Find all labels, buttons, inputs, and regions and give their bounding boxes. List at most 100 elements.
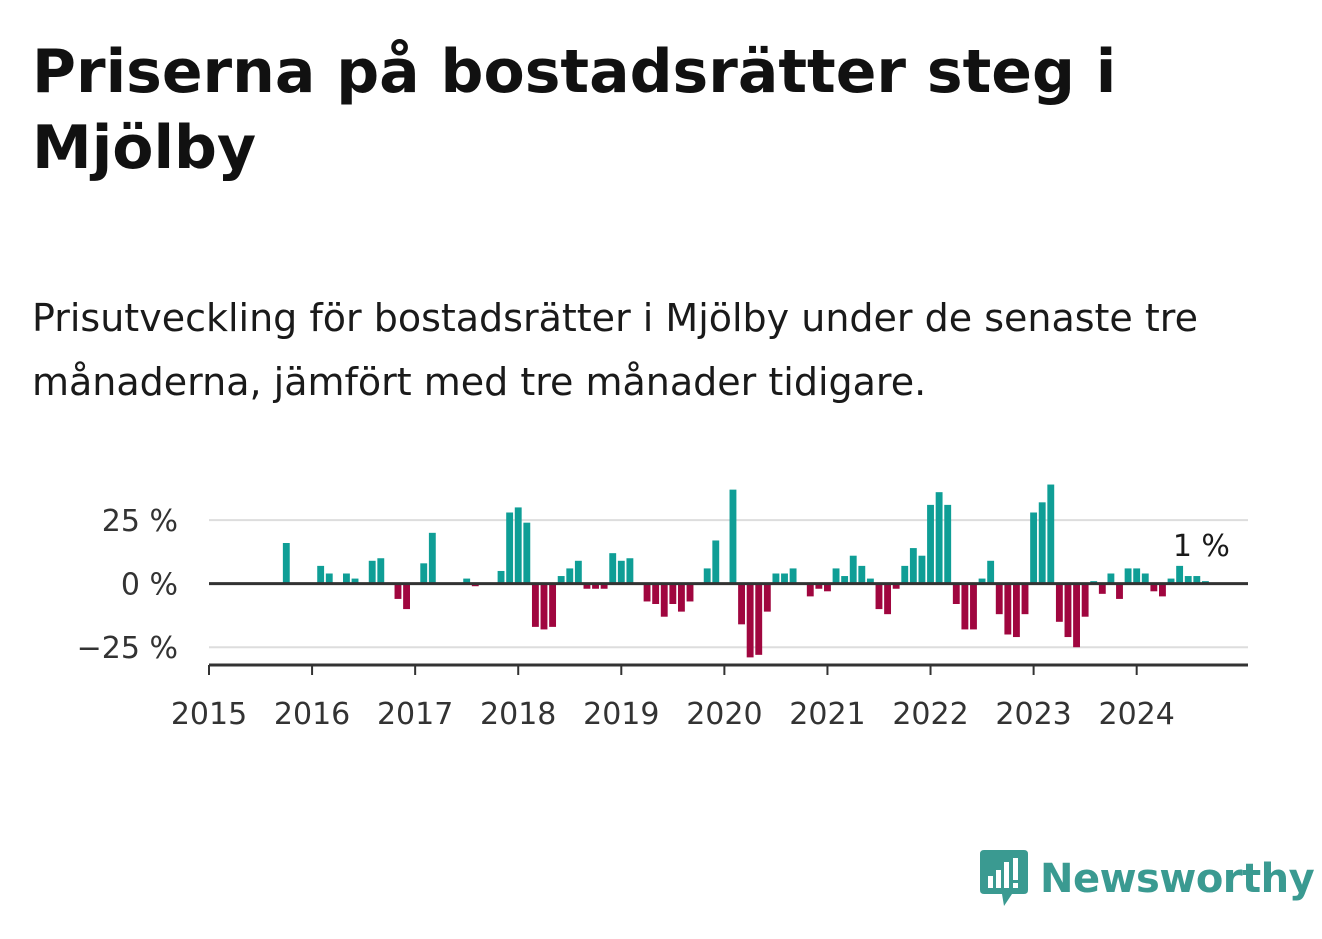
bar (531, 583, 539, 627)
bar (583, 583, 591, 589)
bar (1141, 573, 1149, 584)
x-tick-label: 2023 (995, 697, 1071, 732)
bar (1073, 583, 1080, 648)
bar (325, 573, 333, 584)
bar-chart-logo-icon (980, 850, 1028, 906)
x-tick-label: 2021 (789, 697, 865, 732)
bar (763, 583, 771, 612)
y-tick-label: 25 % (102, 504, 178, 539)
bar (652, 583, 660, 604)
bar (600, 583, 608, 589)
bar (849, 555, 857, 584)
bar (1004, 583, 1012, 635)
page-title: Priserna på bostadsrätter steg i Mjölby (32, 37, 1117, 183)
bar (824, 583, 831, 592)
bar (351, 578, 359, 584)
bar (1167, 578, 1175, 584)
y-tick-label: 0 % (121, 568, 178, 603)
bar (866, 578, 874, 584)
axes: 25 % 0 % −25 % 2015 2016 2017 2018 2019 2020 2021… (77, 504, 1248, 732)
bar (970, 583, 977, 630)
bar (781, 573, 788, 584)
bar (428, 532, 436, 584)
bar (1021, 583, 1029, 615)
bar (755, 583, 763, 655)
bar (901, 565, 909, 584)
bar (1116, 583, 1123, 599)
bar (557, 576, 565, 584)
bar (540, 583, 548, 630)
bar (841, 576, 849, 584)
bar (1133, 568, 1141, 584)
x-tick-label: 2024 (1098, 697, 1174, 732)
bar (961, 583, 969, 630)
bar (884, 583, 892, 615)
bar (952, 583, 960, 604)
bar (1038, 502, 1046, 584)
latest-value-annotation: 1 % (1173, 529, 1230, 564)
bar (368, 560, 376, 584)
bar (738, 583, 745, 625)
bar (566, 568, 574, 584)
bar (909, 548, 917, 584)
bar (592, 583, 599, 589)
newsworthy-logo: Newsworthy (980, 850, 1315, 908)
bar (463, 578, 471, 584)
x-tick-label: 2019 (583, 697, 659, 732)
bar (403, 583, 410, 610)
bar (875, 583, 883, 610)
bar (832, 568, 840, 584)
bar (617, 560, 625, 584)
bar (1176, 565, 1184, 584)
bar (686, 583, 694, 602)
bar (978, 578, 986, 584)
bar (944, 504, 952, 584)
bar (1012, 583, 1020, 638)
bar (1124, 568, 1132, 584)
bar (497, 570, 505, 584)
bar (1081, 583, 1089, 617)
bar (677, 583, 685, 612)
bar (282, 543, 290, 584)
bar (420, 563, 428, 584)
bars (282, 484, 1209, 658)
bar (772, 573, 780, 584)
bar (1055, 583, 1063, 622)
bar (394, 583, 402, 599)
bar (506, 512, 514, 584)
bar (935, 492, 943, 584)
bar (523, 522, 531, 584)
x-tick-label: 2018 (480, 697, 556, 732)
bar (643, 583, 651, 602)
bar (995, 583, 1003, 615)
x-tick-label: 2017 (377, 697, 453, 732)
y-tick-label: −25 % (77, 631, 178, 666)
bar (892, 583, 900, 589)
bar (703, 568, 711, 584)
bar (1159, 583, 1166, 597)
bar (1150, 583, 1158, 592)
x-tick-label: 2020 (686, 697, 762, 732)
bar (789, 568, 797, 584)
bar (317, 565, 325, 584)
bar (574, 560, 582, 584)
chart-subtitle: Prisutveckling för bostadsrätter i Mjölb… (32, 296, 1198, 404)
bar-chart: 25 % 0 % −25 % 2015 2016 2017 2018 2019 2020 2021… (77, 484, 1248, 732)
bar (1047, 484, 1055, 584)
bar (858, 565, 866, 584)
bar (815, 583, 823, 589)
brand-name: Newsworthy (1040, 856, 1315, 902)
bar (729, 489, 737, 584)
bar (927, 504, 934, 584)
bar (918, 555, 926, 584)
bar (549, 583, 557, 627)
bar (343, 573, 350, 584)
bar (987, 560, 995, 584)
bar (746, 583, 754, 658)
bar (660, 583, 668, 617)
bar (609, 553, 617, 584)
bar (1064, 583, 1072, 638)
bar (1030, 512, 1038, 584)
bar (1184, 576, 1192, 584)
bar (669, 583, 677, 604)
